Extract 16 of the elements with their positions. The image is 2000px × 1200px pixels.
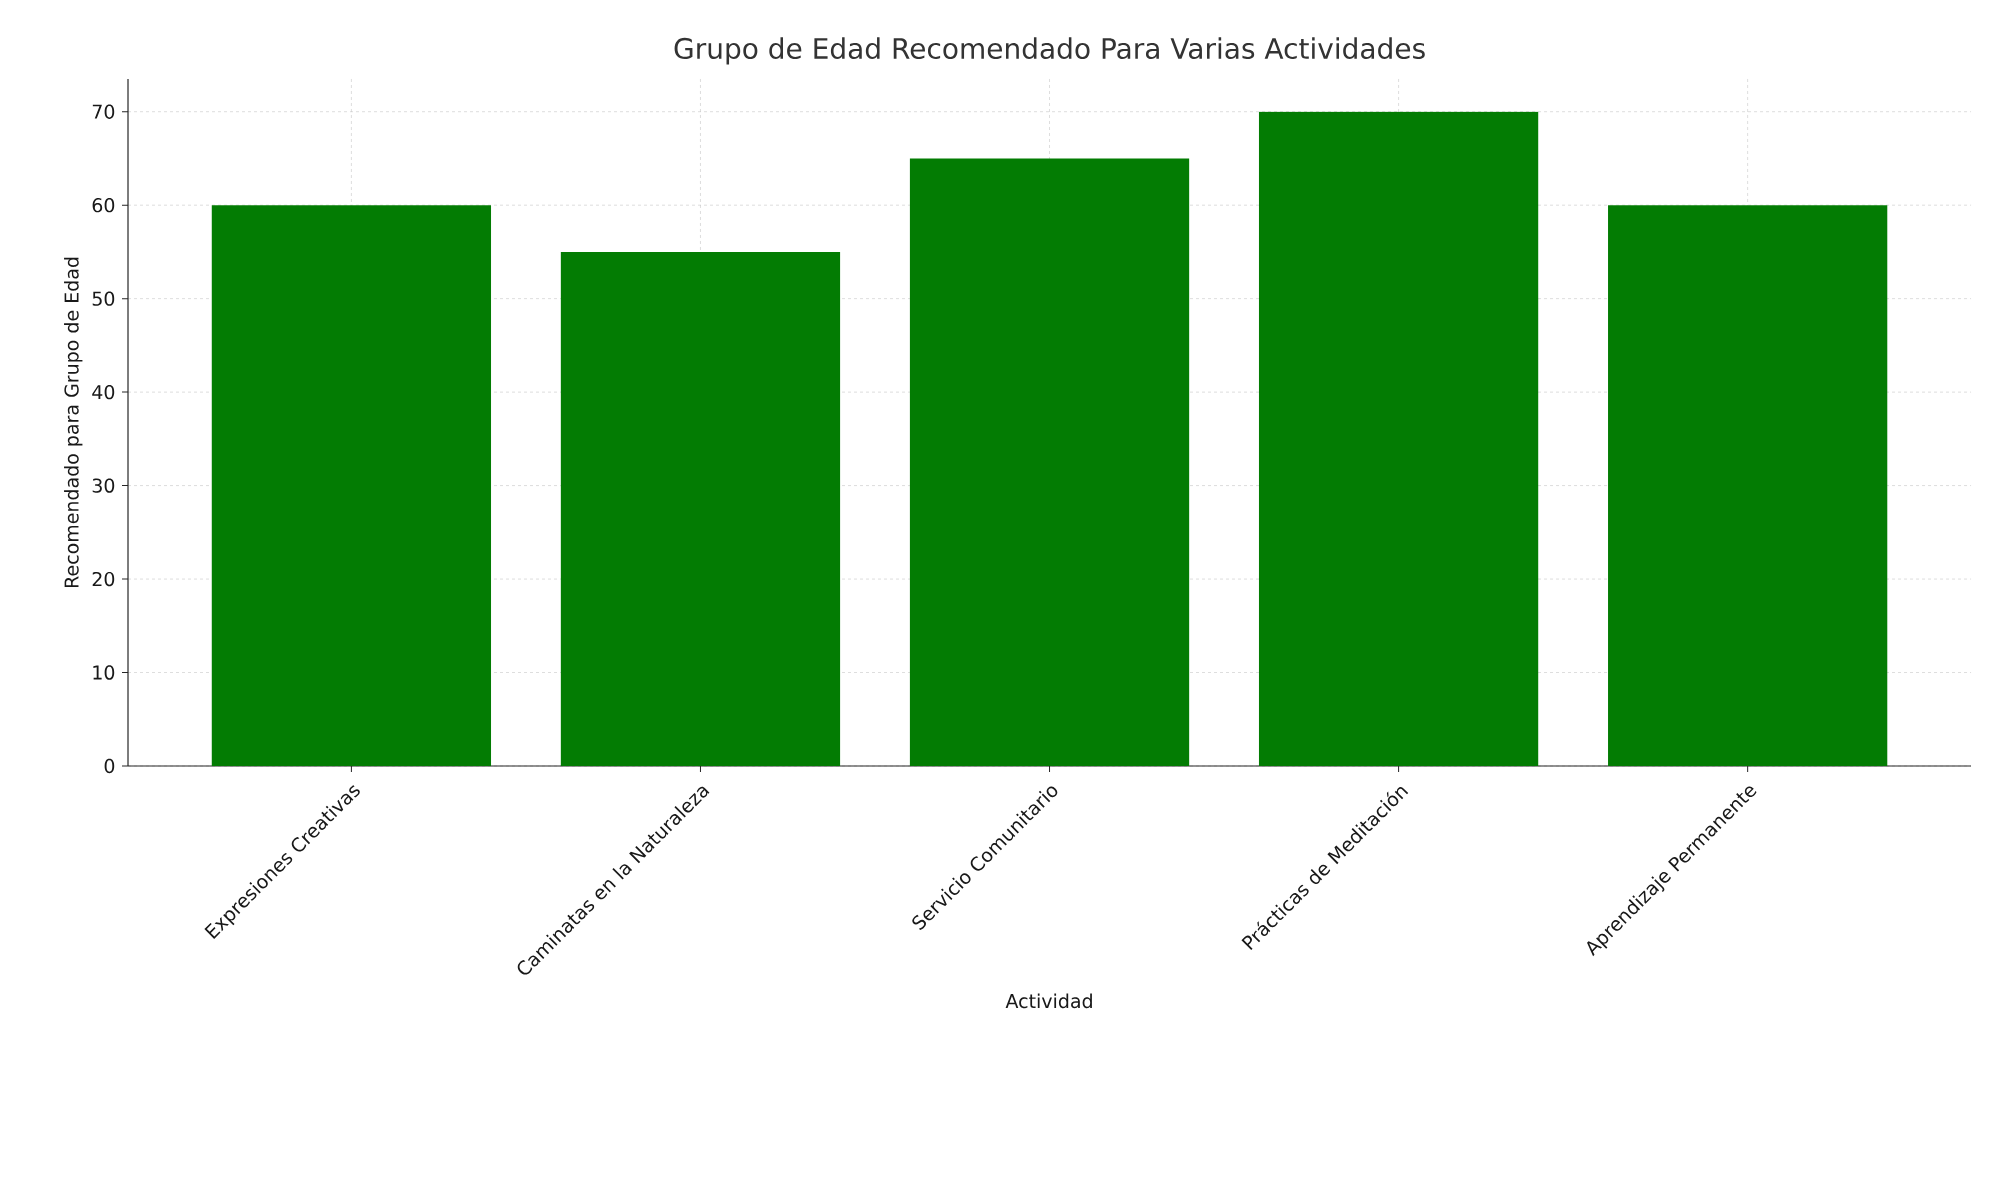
bar (560, 251, 841, 766)
y-tick-label: 50 (92, 291, 115, 306)
bar (909, 158, 1190, 766)
y-tick-label: 20 (92, 571, 115, 587)
chart-title: Grupo de Edad Recomendado Para Varias Actividades (674, 37, 1425, 65)
bar (1258, 111, 1539, 766)
y-tick-label: 40 (92, 384, 115, 400)
bar (211, 205, 492, 766)
x-axis-title: Actividad (1005, 993, 1092, 1009)
y-tick-label: 60 (92, 197, 115, 213)
y-tick-label: 70 (92, 104, 115, 119)
y-tick-label: 0 (104, 758, 115, 774)
bar (1608, 205, 1888, 766)
y-tick-label: 30 (92, 478, 115, 493)
y-axis-title: Recomendado para Grupo de Edad (64, 257, 83, 588)
y-tick-label: 10 (93, 665, 115, 680)
